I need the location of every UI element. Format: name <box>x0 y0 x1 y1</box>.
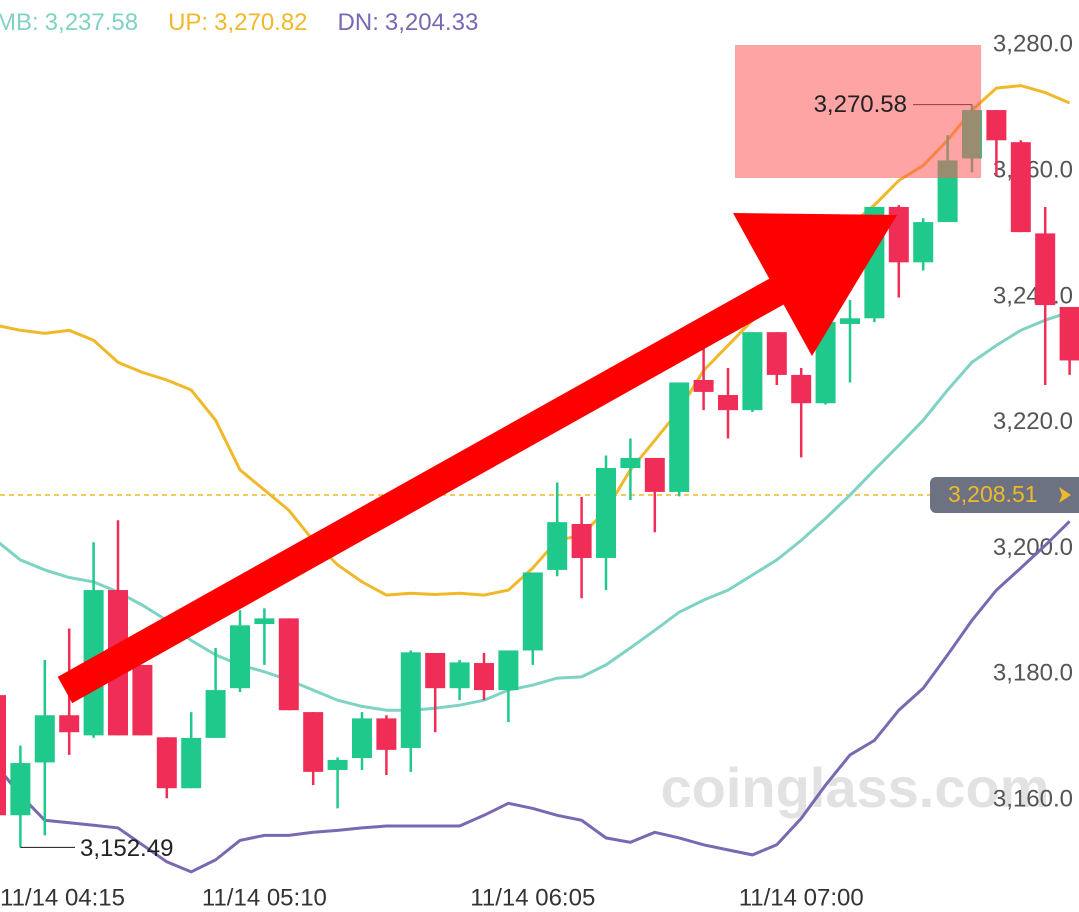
candle-body <box>693 379 714 392</box>
legend-entry: DN: 3,204.33 <box>338 9 479 36</box>
last-price-arrow <box>1059 487 1071 504</box>
x-tick-label: 11/14 04:15 <box>0 884 125 911</box>
candle-body <box>596 468 616 558</box>
y-tick-label: 3,280.0 <box>993 31 1073 58</box>
y-tick-label: 3,180.0 <box>993 660 1073 687</box>
candle-body <box>376 718 397 750</box>
candle-body <box>0 695 6 816</box>
legend-value: 3,270.82 <box>214 9 307 36</box>
candle-body <box>986 110 1007 141</box>
candle-body <box>449 662 470 689</box>
candle-body <box>815 322 836 404</box>
x-axis: 11/14 04:15 11/14 05:10 11/14 06:05 11/14 0… <box>0 884 864 911</box>
candle-body <box>620 457 641 469</box>
candle-body <box>766 332 787 375</box>
candle-body <box>718 395 738 411</box>
legend-name: MB: <box>0 9 39 36</box>
candle-body <box>352 718 372 759</box>
band-line <box>0 84 1071 597</box>
candle-body <box>913 222 934 263</box>
candle-body <box>400 652 421 748</box>
last-price-line: 3,208.51 <box>0 477 1079 514</box>
low-label: 3,152.49 <box>80 835 173 862</box>
candle-body <box>327 759 348 770</box>
highlight-box <box>735 45 981 178</box>
candle-body <box>1035 233 1056 306</box>
candle-body <box>522 572 543 651</box>
watermark-layer: coinglass.com <box>660 756 1049 819</box>
x-tick-label: 11/14 07:00 <box>739 884 864 911</box>
candle-body <box>254 618 275 625</box>
candle-body <box>230 625 250 689</box>
candle-body <box>132 664 153 736</box>
high-label: 3,270.58 <box>814 91 907 118</box>
candle-body <box>474 663 494 691</box>
legend-value: 3,237.58 <box>45 9 138 36</box>
candle-body <box>742 332 763 411</box>
candle-body <box>34 715 55 763</box>
candle-body <box>156 737 177 789</box>
candle-body <box>547 522 568 570</box>
band-line <box>0 520 1071 874</box>
watermark: coinglass.com <box>660 756 1049 819</box>
candle-body <box>303 712 324 772</box>
candle-body <box>571 524 592 558</box>
candles <box>0 104 1079 848</box>
x-tick-label: 11/14 05:10 <box>202 884 327 911</box>
candle-body <box>425 652 446 689</box>
candle-body <box>1059 306 1079 361</box>
arrow-shaft <box>57 257 822 704</box>
y-tick-label: 3,220.0 <box>993 408 1073 435</box>
candle-body <box>10 763 31 816</box>
candle-body <box>888 206 909 263</box>
legend-value: 3,204.33 <box>385 9 478 36</box>
candle-body <box>278 618 299 711</box>
candle-body <box>669 382 690 492</box>
legend-entry: MB: 3,237.58 <box>0 9 138 36</box>
candle-body <box>498 650 519 691</box>
y-axis: 3,280.03,260.03,240.03,220.03,200.03,180… <box>993 31 1073 813</box>
candle-body <box>840 318 860 324</box>
candle-body <box>1010 142 1031 233</box>
candle-body <box>791 374 812 404</box>
candle-body <box>59 715 80 733</box>
candle-body <box>205 690 226 738</box>
legend-name: DN: <box>338 9 379 36</box>
arrow-head <box>733 213 897 356</box>
candle-body <box>181 737 202 789</box>
annotations <box>57 45 981 704</box>
last-price-tag <box>930 477 1079 514</box>
y-tick-label: 3,160.0 <box>993 786 1073 813</box>
x-tick-label: 11/14 06:05 <box>470 884 595 911</box>
y-tick-label: 3,240.0 <box>993 282 1073 309</box>
candle-body <box>644 457 665 492</box>
y-tick-label: 3,260.0 <box>993 156 1073 183</box>
legend-name: UP: <box>168 9 208 36</box>
high-label-layer: 3,270.58 <box>814 91 907 118</box>
legend: MB: 3,237.58 UP: 3,270.82 DN: 3,204.33 <box>0 9 478 36</box>
last-price-label: 3,208.51 <box>948 481 1038 507</box>
legend-entry: UP: 3,270.82 <box>168 9 307 36</box>
